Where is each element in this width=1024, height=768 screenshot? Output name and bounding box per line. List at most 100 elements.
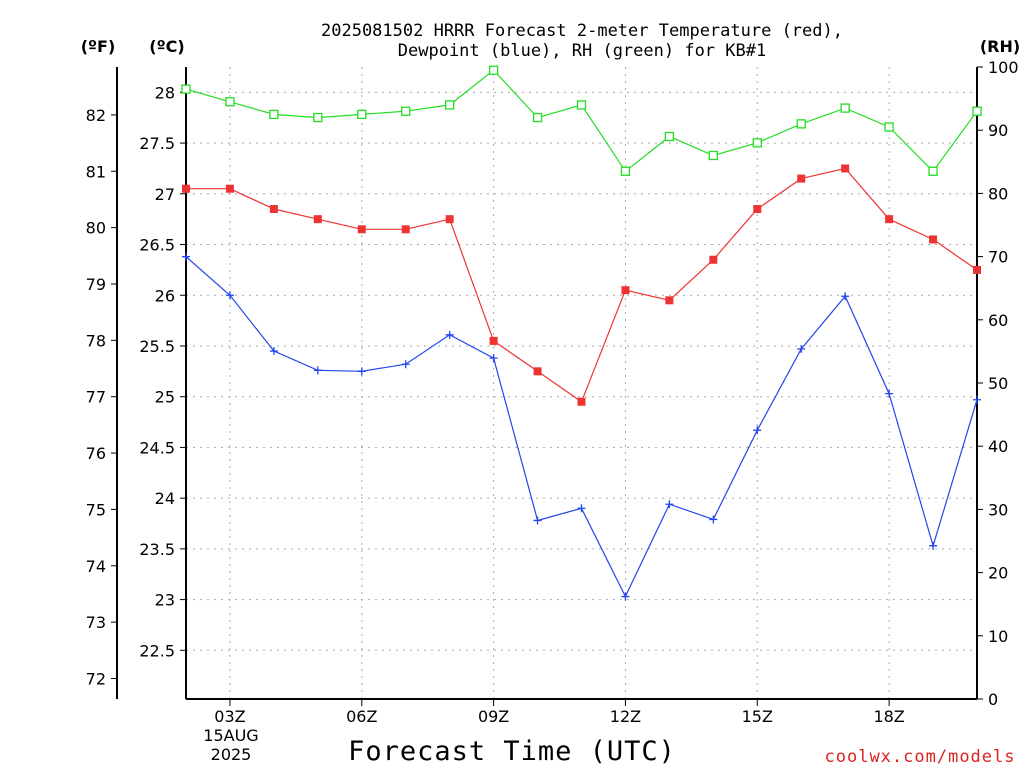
x-tick-label: 18Z (873, 707, 904, 726)
rh-tick-label: 0 (988, 690, 998, 709)
temperature-point (841, 164, 850, 173)
celsius-tick-label: 25 (155, 388, 175, 407)
dewpoint-point (621, 592, 630, 601)
fahrenheit-tick-label: 79 (86, 275, 106, 294)
x-axis-date-day: 15AUG (203, 726, 258, 745)
celsius-tick-label: 25.5 (139, 337, 175, 356)
chart-title-line2: Dewpoint (blue), RH (green) for KB#1 (398, 41, 766, 61)
fahrenheit-tick-label: 74 (86, 557, 106, 576)
rh-point (225, 97, 235, 107)
temperature-point (225, 184, 234, 193)
celsius-tick-label: 24 (155, 489, 175, 508)
rh-point (708, 150, 718, 161)
temperature-point (665, 296, 674, 305)
dewpoint-point (357, 367, 366, 376)
fahrenheit-tick-label: 73 (86, 613, 106, 632)
rh-point (796, 119, 806, 129)
dewpoint-point (445, 330, 454, 339)
rh-point (664, 131, 675, 142)
dewpoint-point (269, 347, 278, 356)
rh-point (884, 122, 894, 132)
temperature-point (269, 205, 278, 214)
celsius-tick-label: 24.5 (139, 438, 175, 457)
rh-tick-label: 40 (988, 437, 1008, 456)
rh-tick-label: 90 (988, 121, 1008, 140)
celsius-tick-label: 26.5 (139, 236, 175, 255)
dewpoint-point (533, 516, 542, 525)
fahrenheit-tick-label: 77 (86, 388, 106, 407)
temperature-point (489, 336, 498, 345)
rh-tick-label: 10 (988, 627, 1008, 646)
temperature-point (973, 265, 981, 274)
temperature-point (885, 215, 894, 224)
temperature-point (357, 225, 366, 234)
rh-point (532, 112, 543, 123)
unit-label-fahrenheit: (ºF) (81, 37, 116, 56)
rh-tick-label: 80 (988, 184, 1008, 203)
rh-point (840, 103, 850, 113)
rh-tick-label: 50 (988, 374, 1008, 393)
dewpoint-point (885, 389, 894, 398)
temperature-point (445, 215, 454, 224)
series-dewpoint (182, 252, 981, 601)
unit-label-rh: (RH) (980, 37, 1020, 56)
celsius-tick-label: 27.5 (139, 134, 175, 153)
watermark: coolwx.com/models (825, 747, 1016, 767)
x-tick-label: 03Z (214, 707, 245, 726)
dewpoint-point (753, 426, 762, 435)
rh-tick-label: 20 (988, 564, 1008, 583)
unit-label-celsius: (ºC) (149, 37, 184, 56)
x-tick-label: 12Z (610, 707, 641, 726)
dewpoint-point (182, 252, 190, 261)
series-line-rh (185, 69, 978, 173)
x-tick-label: 09Z (478, 707, 509, 726)
x-tick-label: 06Z (346, 707, 377, 726)
celsius-tick-label: 28 (155, 83, 175, 102)
rh-tick-label: 30 (988, 500, 1008, 519)
temperature-point (577, 397, 586, 406)
tick-labels: 03Z 06Z 09Z 12Z 15Z 18Z 22.5 23 23.5 24 24.5 25 25.5… (86, 58, 1019, 726)
temperature-point (753, 205, 762, 214)
axes (111, 66, 983, 706)
dewpoint-point (841, 292, 850, 301)
fahrenheit-tick-label: 82 (86, 106, 106, 125)
temperature-point (401, 225, 410, 234)
series-temperature (182, 164, 981, 406)
x-axis-date-year: 2025 (211, 745, 252, 764)
series-line-dewpoint (185, 256, 978, 598)
rh-point (357, 109, 367, 120)
rh-tick-label: 60 (988, 311, 1008, 330)
fahrenheit-tick-label: 80 (86, 219, 106, 238)
celsius-tick-label: 26 (155, 286, 175, 305)
dewpoint-point (577, 504, 586, 513)
rh-point (488, 65, 499, 75)
data-series (181, 65, 982, 601)
dewpoint-point (709, 515, 718, 524)
rh-point (972, 106, 982, 116)
series-line-temperature (186, 167, 978, 403)
rh-tick-label: 70 (988, 248, 1008, 267)
rh-point (445, 100, 455, 110)
fahrenheit-tick-label: 76 (86, 444, 106, 463)
fahrenheit-tick-label: 78 (86, 331, 106, 350)
temperature-point (313, 215, 322, 224)
dewpoint-point (401, 360, 410, 369)
celsius-tick-label: 23 (155, 591, 175, 610)
rh-point (401, 106, 411, 116)
celsius-tick-label: 27 (155, 185, 175, 204)
dewpoint-point (225, 291, 234, 300)
temperature-point (621, 286, 630, 295)
rh-point (928, 166, 938, 176)
rh-point (313, 112, 323, 123)
rh-point (620, 166, 631, 176)
dewpoint-point (797, 345, 806, 354)
temperature-point (533, 367, 542, 376)
x-tick-label: 15Z (742, 707, 773, 726)
celsius-tick-label: 22.5 (139, 641, 175, 660)
fahrenheit-tick-label: 75 (86, 500, 106, 519)
temperature-point (929, 235, 938, 244)
series-rh (181, 65, 982, 176)
fahrenheit-tick-label: 72 (86, 669, 106, 688)
rh-point (269, 109, 279, 120)
rh-point (576, 100, 587, 110)
